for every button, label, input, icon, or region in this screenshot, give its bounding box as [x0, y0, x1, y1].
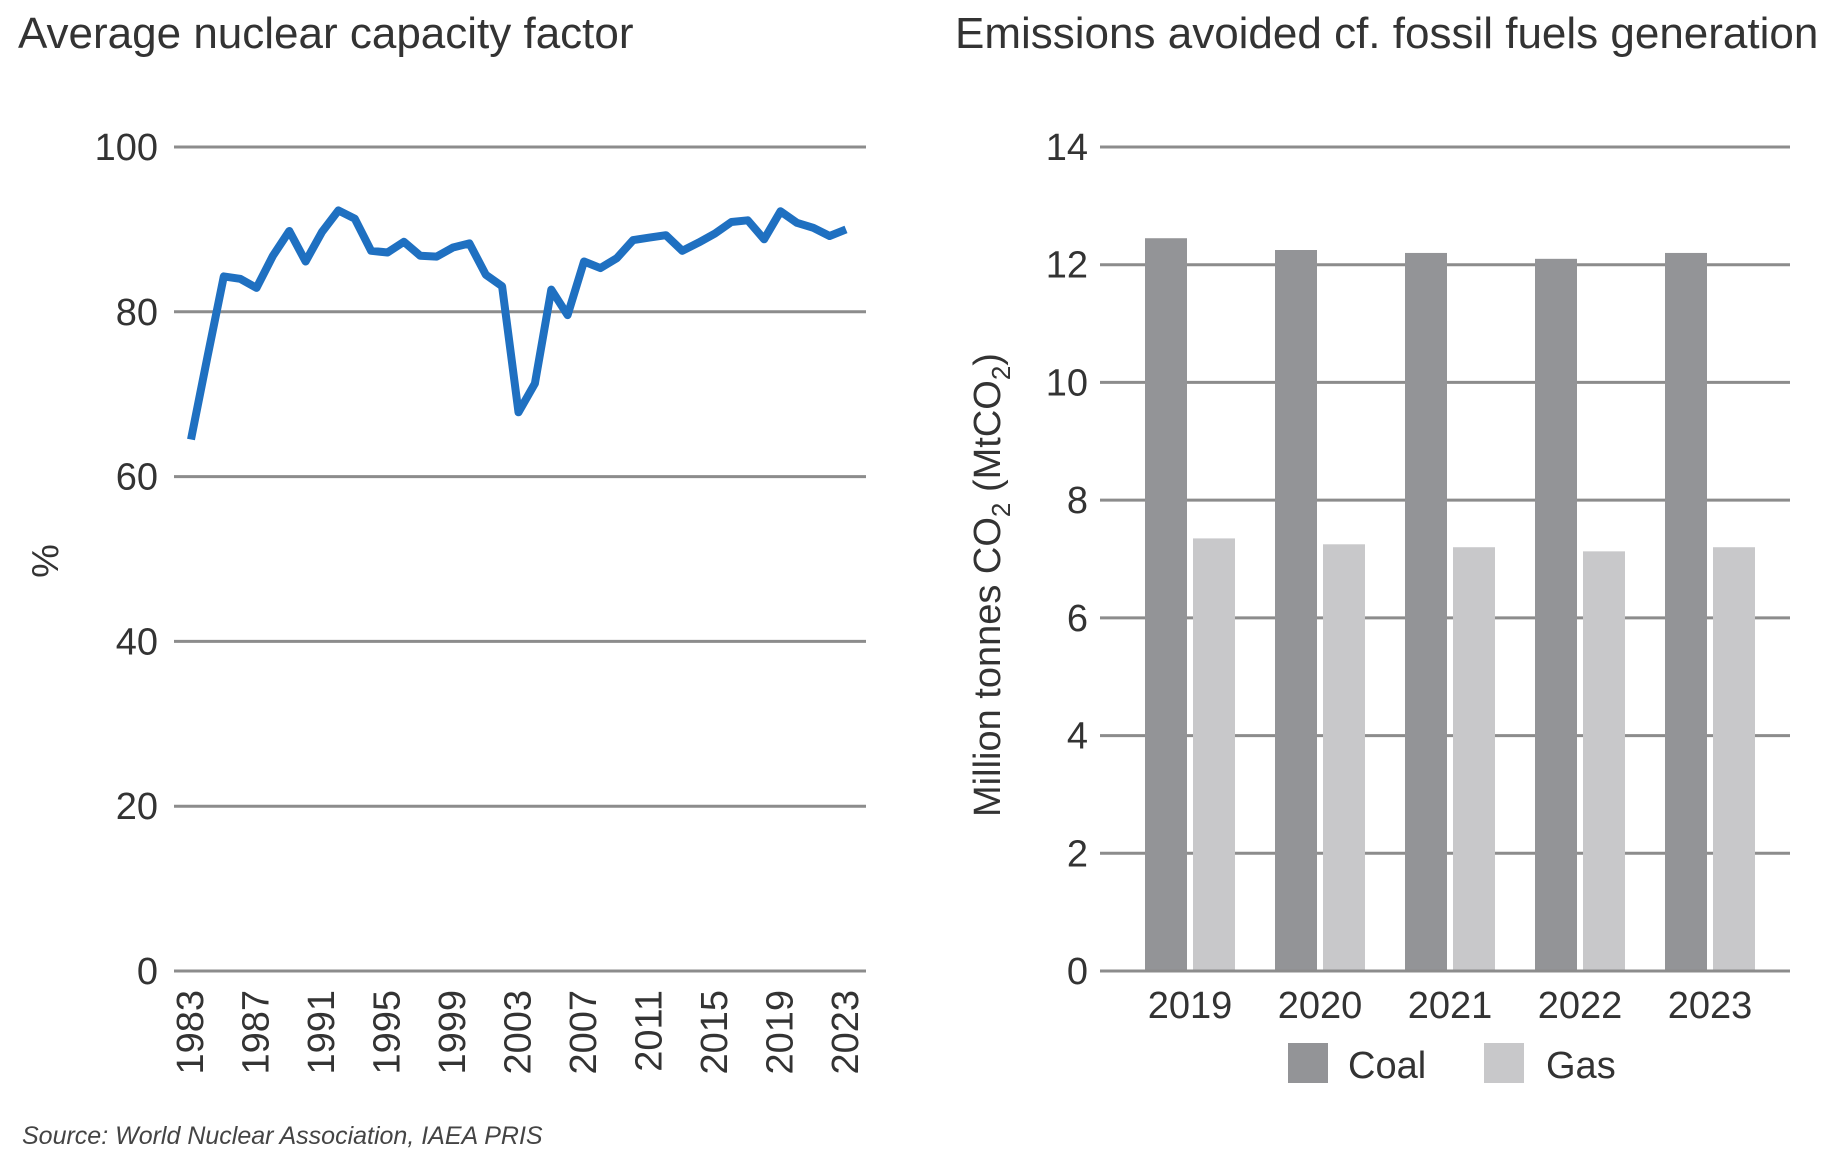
capacity-factor-y-ticks: 0 20 40 60 80 100	[95, 127, 158, 993]
source-note: Source: World Nuclear Association, IAEA …	[22, 1122, 543, 1150]
x-tick-label: 1999	[432, 990, 474, 1075]
x-tick-label: 2007	[563, 990, 605, 1075]
y-tick-label: 100	[95, 127, 158, 169]
y-tick-label: 60	[116, 457, 158, 499]
bar-gas-2019	[1193, 538, 1235, 971]
x-tick-label: 2019	[1148, 985, 1233, 1027]
legend-coal-label: Coal	[1348, 1045, 1426, 1087]
capacity-factor-y-axis-label: %	[25, 544, 67, 578]
x-tick-label: 2022	[1538, 985, 1623, 1027]
emissions-bars	[1100, 238, 1790, 973]
x-tick-label: 1995	[367, 990, 409, 1075]
y-tick-label: 8	[1067, 480, 1088, 522]
emissions-legend: Coal Gas	[1288, 1043, 1616, 1087]
x-tick-label: 1987	[236, 990, 278, 1075]
y-tick-label: 0	[137, 951, 158, 993]
x-tick-label: 2020	[1278, 985, 1363, 1027]
bar-coal-2020	[1275, 250, 1317, 971]
bar-coal-2021	[1405, 252, 1447, 971]
x-tick-label: 1983	[170, 990, 212, 1075]
x-tick-label: 2023	[1668, 985, 1753, 1027]
y-tick-label: 6	[1067, 598, 1088, 640]
ylabel-sub: 2	[986, 503, 1016, 517]
x-tick-label: 2015	[694, 990, 736, 1075]
ylabel-paren-sub: 2	[986, 366, 1016, 380]
ylabel-close: )	[967, 353, 1009, 366]
y-tick-label: 14	[1046, 127, 1088, 169]
y-tick-label: 4	[1067, 716, 1088, 758]
capacity-factor-gridlines	[174, 145, 866, 973]
x-tick-label: 2003	[498, 990, 540, 1075]
bar-coal-2019	[1145, 238, 1187, 971]
capacity-factor-x-ticks: 1983 1987 1991 1995 1999 2003 2007 2011 2015 2019…	[170, 990, 867, 1075]
x-tick-label: 2021	[1408, 985, 1493, 1027]
bar-coal-2022	[1535, 258, 1577, 971]
y-tick-label: 20	[116, 786, 158, 828]
x-tick-label: 1991	[301, 990, 343, 1075]
legend-gas-swatch	[1484, 1043, 1524, 1083]
y-tick-label: 10	[1046, 362, 1088, 404]
legend-coal-swatch	[1288, 1043, 1328, 1083]
bar-gas-2022	[1583, 551, 1625, 971]
capacity-factor-chart: Average nuclear capacity factor 0 20 40 60 8…	[18, 9, 867, 1075]
bar-gas-2023	[1713, 547, 1755, 971]
x-tick-label: 2011	[629, 990, 671, 1072]
ylabel-paren: (MtCO	[967, 380, 1009, 502]
y-tick-label: 12	[1046, 245, 1088, 287]
capacity-factor-title: Average nuclear capacity factor	[18, 9, 634, 58]
bar-gas-2021	[1453, 547, 1495, 971]
emissions-x-ticks: 2019 2020 2021 2022 2023	[1148, 985, 1753, 1027]
emissions-avoided-chart: Emissions avoided cf. fossil fuels gener…	[955, 9, 1818, 1087]
bar-gas-2020	[1323, 544, 1365, 971]
x-tick-label: 2019	[760, 990, 802, 1075]
x-tick-label: 2023	[825, 990, 867, 1075]
capacity-factor-series-line	[187, 206, 848, 441]
y-tick-label: 2	[1067, 833, 1088, 875]
y-tick-label: 0	[1067, 951, 1088, 993]
emissions-y-ticks: 0 2 4 6 8 10 12 14	[1046, 127, 1088, 993]
bar-coal-2023	[1665, 252, 1707, 971]
emissions-avoided-title: Emissions avoided cf. fossil fuels gener…	[955, 9, 1818, 58]
ylabel-main: Million tonnes CO	[967, 517, 1009, 817]
emissions-y-axis-label: Million tonnes CO2 (MtCO2)	[967, 353, 1016, 817]
y-tick-label: 40	[116, 621, 158, 663]
legend-gas-label: Gas	[1546, 1045, 1616, 1087]
y-tick-label: 80	[116, 292, 158, 334]
